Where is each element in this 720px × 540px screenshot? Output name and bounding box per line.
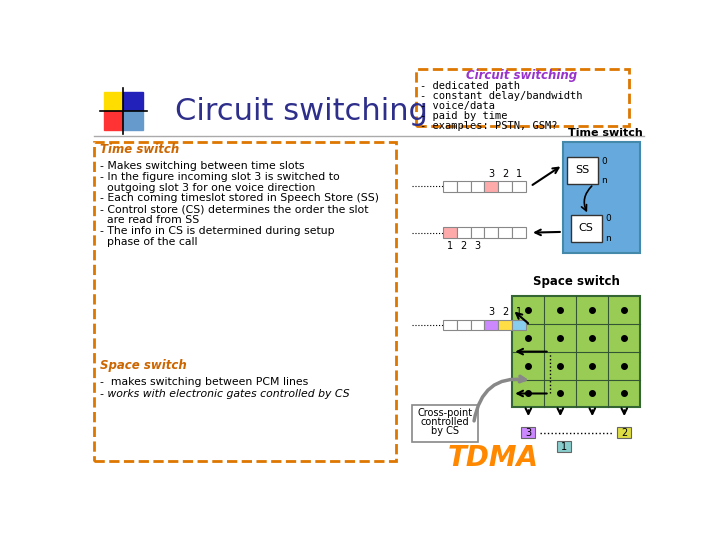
Bar bbox=[456, 227, 471, 238]
Bar bbox=[557, 441, 571, 452]
Bar bbox=[485, 227, 498, 238]
Bar bbox=[104, 111, 123, 130]
Bar bbox=[443, 320, 456, 330]
Bar bbox=[563, 142, 640, 253]
Text: 3: 3 bbox=[488, 307, 495, 318]
Bar bbox=[513, 227, 526, 238]
Bar bbox=[570, 215, 601, 242]
Bar bbox=[412, 405, 477, 442]
Text: SS: SS bbox=[575, 165, 589, 176]
Text: - The info in CS is determined during setup: - The info in CS is determined during se… bbox=[100, 226, 335, 236]
Text: 2: 2 bbox=[503, 307, 508, 318]
Text: 0: 0 bbox=[601, 157, 607, 166]
Text: are read from SS: are read from SS bbox=[100, 215, 199, 225]
Text: Space switch: Space switch bbox=[534, 275, 620, 288]
Text: 0: 0 bbox=[606, 214, 611, 224]
Text: 3: 3 bbox=[474, 241, 480, 251]
Bar bbox=[513, 320, 526, 330]
Text: 3: 3 bbox=[526, 428, 531, 438]
Bar bbox=[513, 296, 640, 408]
Text: 1: 1 bbox=[561, 442, 567, 452]
Text: 1: 1 bbox=[516, 169, 523, 179]
Bar bbox=[567, 157, 598, 184]
Bar bbox=[521, 428, 536, 438]
Text: outgoing slot 3 for one voice direction: outgoing slot 3 for one voice direction bbox=[100, 183, 315, 193]
Text: - Control store (CS) determines the order the slot: - Control store (CS) determines the orde… bbox=[100, 204, 369, 214]
Text: 2: 2 bbox=[503, 169, 508, 179]
Bar bbox=[485, 181, 498, 192]
Text: - works with electronic gates controlled by CS: - works with electronic gates controlled… bbox=[100, 389, 350, 399]
Text: -  makes switching between PCM lines: - makes switching between PCM lines bbox=[100, 377, 308, 387]
Text: - dedicated path: - dedicated path bbox=[420, 80, 520, 91]
Bar bbox=[617, 428, 631, 438]
Bar bbox=[485, 320, 498, 330]
Text: n: n bbox=[601, 176, 607, 185]
Text: - paid by time: - paid by time bbox=[420, 111, 508, 120]
Text: 1: 1 bbox=[516, 307, 523, 318]
Bar bbox=[498, 320, 513, 330]
Text: 3: 3 bbox=[488, 169, 495, 179]
Text: Circuit switching: Circuit switching bbox=[175, 97, 428, 125]
Bar bbox=[456, 181, 471, 192]
Text: - voice/data: - voice/data bbox=[420, 100, 495, 111]
Text: 2: 2 bbox=[621, 428, 627, 438]
Text: CS: CS bbox=[579, 223, 593, 233]
Bar bbox=[498, 227, 513, 238]
Bar bbox=[443, 227, 456, 238]
Bar bbox=[94, 142, 396, 461]
Bar bbox=[471, 181, 485, 192]
Bar bbox=[498, 181, 513, 192]
Text: - Makes switching between time slots: - Makes switching between time slots bbox=[100, 161, 305, 171]
Text: phase of the call: phase of the call bbox=[100, 237, 197, 246]
Bar bbox=[471, 320, 485, 330]
Bar bbox=[513, 181, 526, 192]
Bar bbox=[471, 227, 485, 238]
Text: 2: 2 bbox=[460, 241, 467, 251]
Text: - In the figure incoming slot 3 is switched to: - In the figure incoming slot 3 is switc… bbox=[100, 172, 340, 182]
Text: controlled: controlled bbox=[420, 417, 469, 427]
Text: Space switch: Space switch bbox=[100, 360, 186, 373]
Text: - constant delay/bandwidth: - constant delay/bandwidth bbox=[420, 91, 582, 100]
Text: 1: 1 bbox=[446, 241, 453, 251]
Text: by CS: by CS bbox=[431, 426, 459, 436]
Text: n: n bbox=[606, 233, 611, 242]
Bar bbox=[123, 111, 143, 130]
Text: - examples: PSTN, GSM?: - examples: PSTN, GSM? bbox=[420, 120, 558, 131]
Text: Cross-point: Cross-point bbox=[417, 408, 472, 418]
Text: TDMA: TDMA bbox=[448, 443, 539, 471]
Bar bbox=[415, 69, 629, 126]
Text: - Each coming timeslot stored in Speech Store (SS): - Each coming timeslot stored in Speech … bbox=[100, 193, 379, 204]
Bar bbox=[104, 92, 123, 111]
Bar bbox=[123, 92, 143, 111]
Text: Time switch: Time switch bbox=[568, 127, 643, 138]
Text: Time switch: Time switch bbox=[100, 143, 179, 156]
Bar bbox=[456, 320, 471, 330]
Text: Circuit switching: Circuit switching bbox=[467, 69, 577, 82]
Bar bbox=[443, 181, 456, 192]
